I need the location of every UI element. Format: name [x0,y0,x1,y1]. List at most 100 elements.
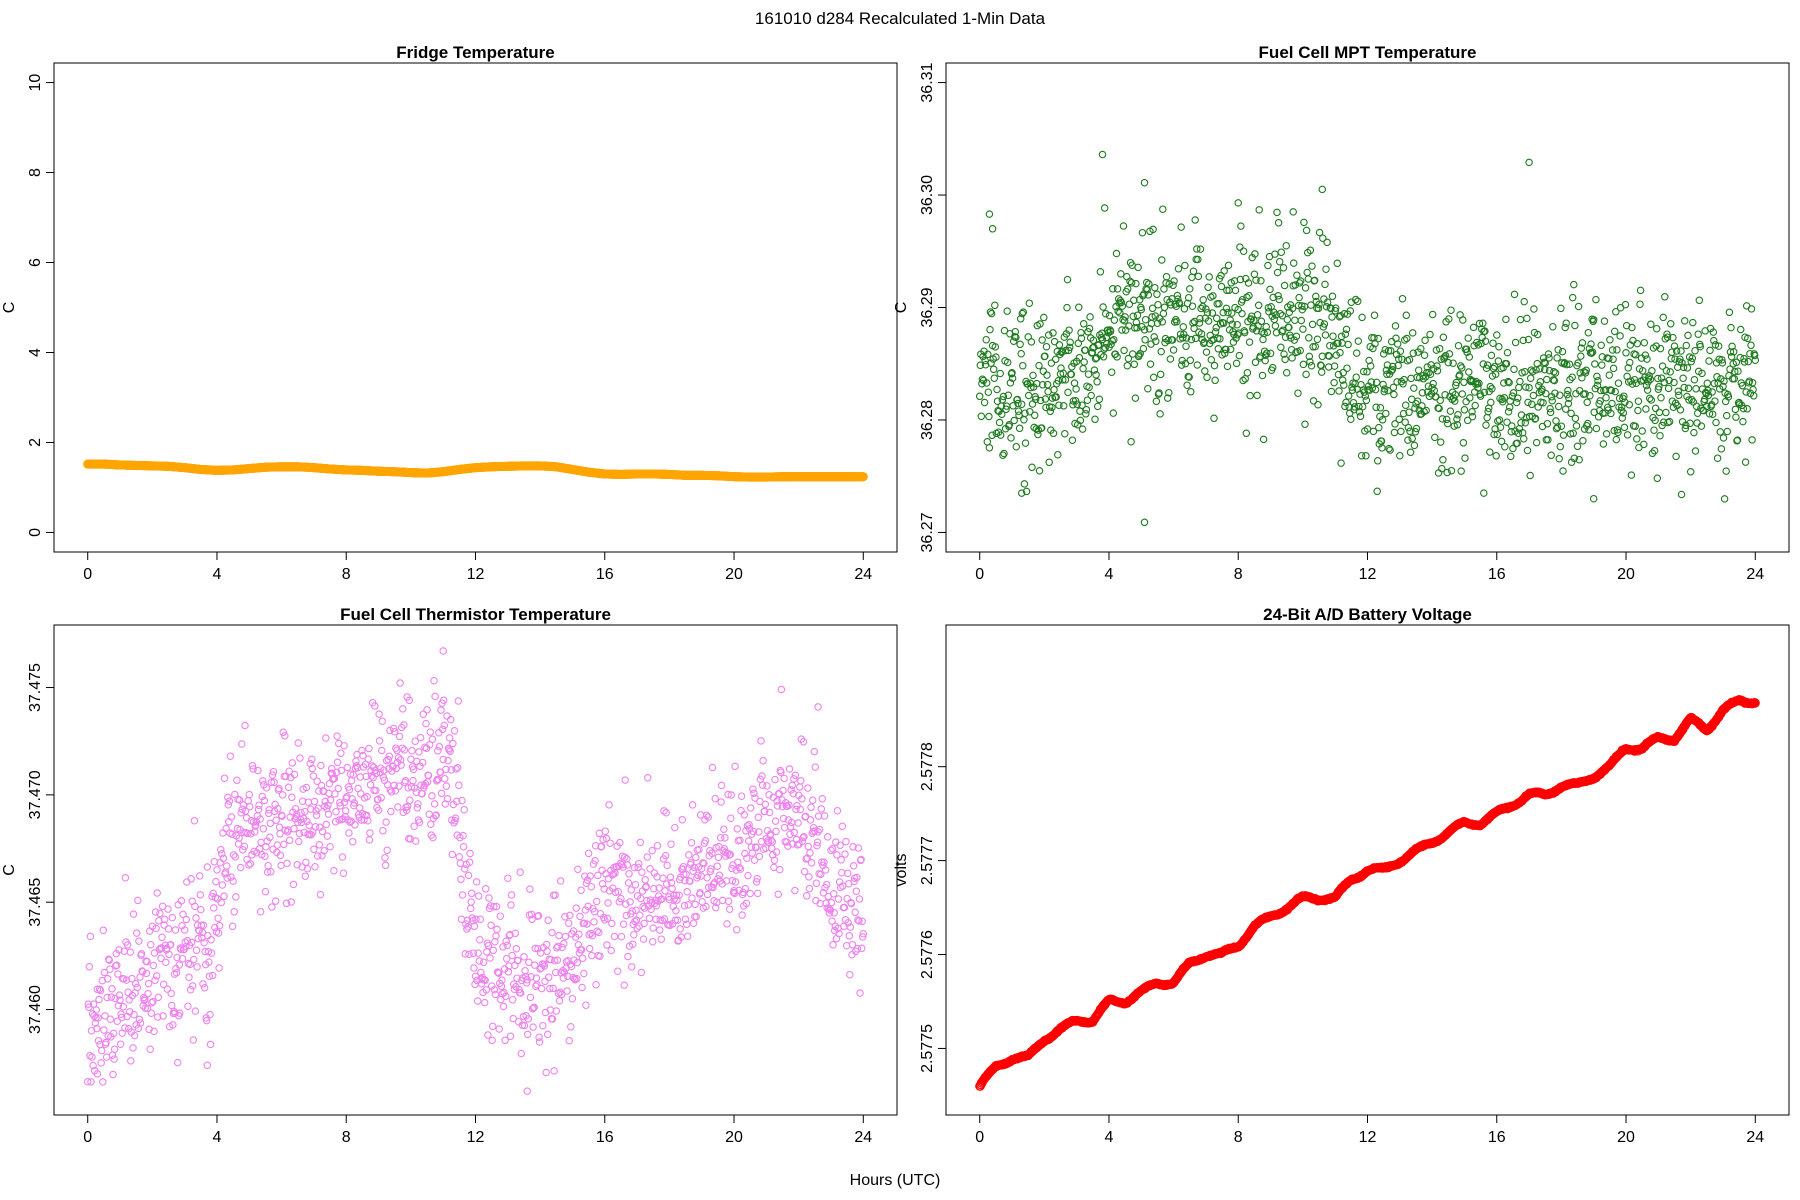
data-point [1383,361,1392,369]
data-point [1352,349,1361,357]
data-point [1107,368,1116,376]
data-point [1333,259,1342,268]
data-point [1621,398,1629,407]
data-point [136,1019,145,1027]
data-point [655,926,664,934]
data-point [1422,406,1430,415]
data-point [1245,291,1253,300]
data-point [1331,304,1340,312]
data-point [811,763,820,771]
data-point [1091,355,1100,363]
data-point [338,853,347,861]
data-point [1719,434,1728,442]
data-point [1382,409,1390,418]
data-point [1532,438,1541,447]
data-point [1113,285,1122,293]
data-point [127,1057,135,1065]
data-point [1596,386,1605,395]
data-point [560,939,568,948]
data-point [740,811,749,819]
data-point [1374,334,1383,343]
data-point [1130,360,1139,369]
data-point [1239,376,1247,385]
data-point [1168,336,1177,344]
data-point [190,816,199,825]
data-point [1301,420,1309,429]
data-point [1123,361,1132,370]
data-point [169,1021,177,1029]
data-point [1120,346,1128,355]
data-point [1531,414,1540,423]
data-point [1299,325,1307,333]
data-point [1067,370,1076,379]
data-point [1734,367,1742,375]
data-point [437,789,446,798]
data-point [814,703,822,711]
x-tick-label: 20 [725,566,743,583]
data-point [833,806,842,815]
data-point [1412,424,1421,433]
data-point [1330,378,1338,387]
data-point [1337,459,1345,467]
data-point [1594,413,1603,421]
data-point [1522,383,1530,391]
data-point [645,914,654,923]
data-point [1578,339,1587,347]
data-point [1498,397,1507,406]
data-point [1409,349,1418,358]
data-point [1731,367,1739,376]
x-tick-label: 16 [596,1129,614,1146]
data-point [1027,338,1036,346]
data-point [1441,391,1449,399]
data-point [1641,351,1650,359]
data-point [595,928,603,937]
data-point [1655,408,1664,417]
data-point [1494,357,1503,365]
data-point [521,967,529,975]
data-point [1542,389,1550,398]
data-point [1643,355,1651,363]
data-point [1281,333,1290,341]
data-point [1549,322,1557,331]
data-point [1553,354,1561,362]
data-point [1026,407,1034,416]
data-point [125,996,133,1004]
data-point [1643,386,1652,394]
data-point [1300,218,1308,227]
data-point [1438,464,1446,473]
data-point [1254,301,1263,310]
data-point [1420,351,1429,359]
data-point [610,932,619,941]
data-point [108,1051,117,1059]
data-point [1205,273,1213,281]
data-point [1497,437,1506,446]
data-point [1041,395,1050,403]
data-point [1627,471,1636,479]
data-point [1597,341,1605,350]
data-point [147,1009,156,1017]
data-point [214,929,223,937]
data-point [1408,434,1416,443]
data-point [128,974,136,983]
data-point [162,958,170,967]
data-point [1647,396,1656,404]
data-point [1663,333,1672,341]
data-point [1390,428,1399,437]
data-point [1656,431,1664,440]
data-point [1711,341,1720,349]
data-point [114,970,122,978]
data-point [1541,359,1549,367]
x-tick-label: 8 [1234,1129,1243,1146]
data-point [1134,263,1142,272]
x-tick-label: 16 [596,566,614,583]
data-point [186,985,195,994]
data-point [411,837,420,845]
data-point [761,800,770,809]
data-point [1400,336,1409,344]
data-point [160,915,169,924]
data-point [978,375,987,383]
data-point [598,866,606,875]
data-point [1650,426,1658,434]
